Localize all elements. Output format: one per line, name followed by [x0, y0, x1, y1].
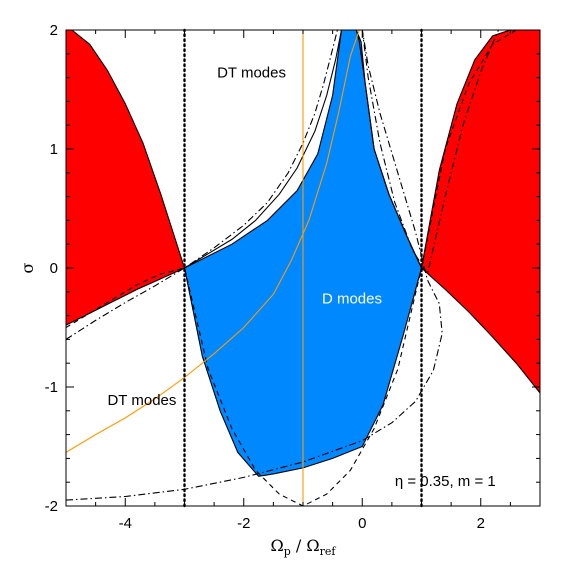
y-tick-label: -2 — [45, 498, 58, 515]
dashdot-upper-right-line — [361, 29, 500, 276]
right-red-region — [421, 30, 540, 393]
right-red-lower-line — [421, 267, 541, 394]
annotation-label: D modes — [322, 291, 382, 308]
left-red-region — [66, 30, 185, 326]
dashdot-lower-line — [65, 29, 443, 501]
annotation-label: DT modes — [107, 392, 176, 409]
x-label-sep: / Ω — [291, 536, 320, 555]
annotation-label: DT modes — [217, 65, 286, 82]
x-axis-label: Ωp / Ωref — [271, 536, 337, 558]
upper-left-boundary-line — [65, 29, 343, 326]
left-red-edge-line — [71, 29, 186, 269]
y-tick-label: 0 — [50, 260, 58, 277]
d-top-left-line — [184, 29, 343, 269]
annotations: DT modes D modes DT modes η = 0.35, m = 1 — [107, 65, 495, 490]
tick-labels: -4 -2 0 2 -2 -1 0 1 2 — [45, 22, 485, 532]
x-label-sub-ref: ref — [320, 545, 337, 558]
annotation-label: η = 0.35, m = 1 — [395, 473, 496, 490]
x-tick-label: -4 — [119, 515, 132, 532]
dashdot-upper-left-line — [65, 29, 338, 340]
axis-ticks — [65, 29, 541, 507]
orange-curve-line — [65, 29, 360, 453]
x-tick-label: -2 — [237, 515, 250, 532]
d-bottom-line — [183, 267, 423, 477]
y-axis-label: σ — [18, 262, 37, 273]
x-label-sub-p: p — [284, 545, 291, 558]
y-tick-label: -1 — [45, 379, 58, 396]
x-tick-label: 0 — [358, 515, 366, 532]
y-tick-label: 1 — [50, 141, 58, 158]
x-label-omega-p: Ω — [271, 536, 284, 555]
x-tick-label: 2 — [477, 515, 485, 532]
y-tick-label: 2 — [50, 22, 58, 39]
